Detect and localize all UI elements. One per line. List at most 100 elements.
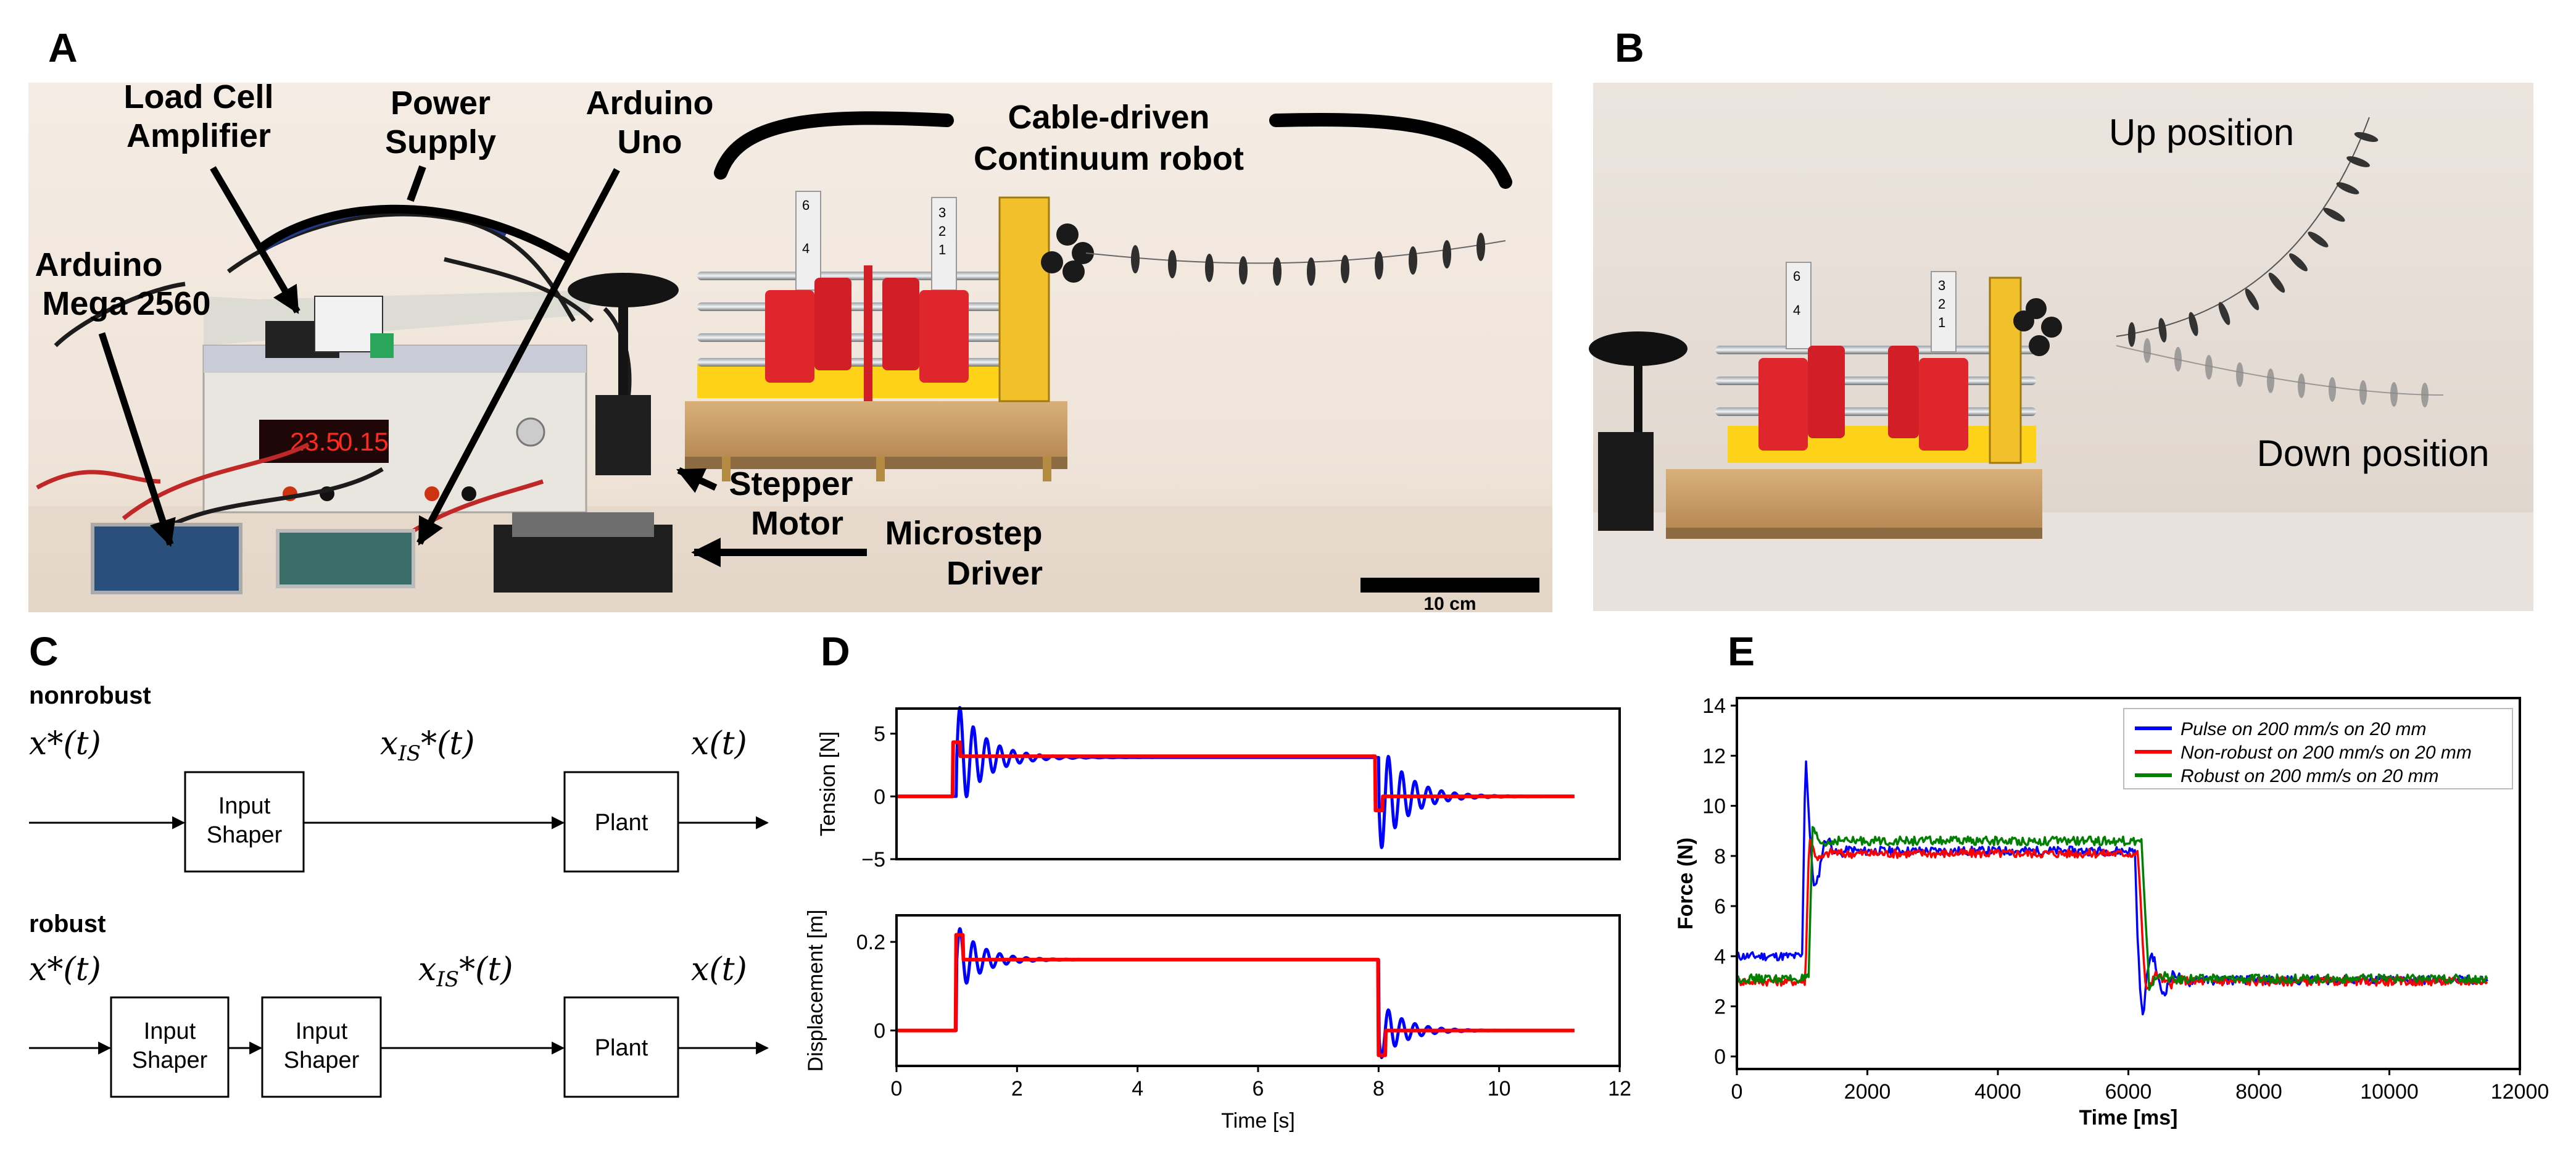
series-line-red [895, 740, 1576, 813]
chart-tension: −5 0 5 Tension [N] [816, 705, 1621, 872]
block-label: Input [144, 1018, 196, 1044]
robot-assembly-a: 6 4 3 2 1 [685, 191, 1094, 481]
label-amplifier: Amplifier [126, 117, 271, 154]
y-tick-label: 12 [1702, 744, 1726, 768]
block-label: Input [296, 1018, 348, 1044]
y-tick-label: 8 [1714, 845, 1726, 868]
chart-force: 0 2 4 6 8 10 12 14 0 2000 4000 6000 8000 10000 12000 Fo… [1674, 694, 2549, 1129]
signal-input-label: x*(t) [29, 951, 101, 988]
label-robust: robust [29, 910, 106, 938]
label-stepper: Stepper [729, 465, 853, 502]
panel-a-pointers [98, 111, 1512, 567]
stepper-motor-body [595, 395, 651, 475]
y-tick-label: 5 [874, 723, 885, 746]
panel-letter-a: A [48, 25, 78, 70]
series-line-blue [1736, 760, 2488, 1016]
panel-d: D −5 0 5 Tension [N] 0 0.2 0 2 4 6 8 10 12 Displacem… [804, 628, 1631, 1133]
y-tick-label: 2 [1714, 995, 1726, 1018]
y-tick-label: −5 [861, 848, 885, 872]
weight-tag-label: 3 [1938, 278, 1945, 293]
label-up-position: Up position [2109, 112, 2294, 153]
block-label: Shaper [132, 1047, 208, 1073]
label-motor: Motor [751, 505, 843, 542]
bracket-left [714, 111, 954, 180]
psu-voltage-readout: 23.5 [290, 427, 341, 456]
plot-frame [1736, 697, 2521, 1070]
panel-letter-c: C [29, 628, 59, 674]
weight-tag-label: 2 [1938, 296, 1945, 312]
label-microstep: Microstep [885, 515, 1042, 552]
block-label: Plant [595, 810, 648, 836]
weight-tag-label: 4 [802, 241, 810, 256]
label-power: Power [391, 85, 491, 122]
scale-bar-label: 10 cm [1423, 594, 1476, 614]
panel-letter-d: D [821, 628, 850, 674]
scale-bar [1360, 578, 1539, 593]
robust-plant-block [563, 996, 679, 1098]
legend-label: Pulse on 200 mm/s on 20 mm [2180, 719, 2427, 739]
label-supply: Supply [385, 123, 496, 160]
y-tick-label: 14 [1702, 694, 1726, 718]
nonrobust-diagram: x*(t) xIS*(t) x(t) [29, 725, 747, 766]
weight-tag-label: 3 [938, 205, 946, 220]
panel-letter-b: B [1615, 25, 1644, 70]
y-tick-label: 0.2 [856, 931, 885, 954]
x-tick-label: 12 [1608, 1077, 1631, 1100]
x-tick-label: 4000 [1974, 1080, 2021, 1104]
label-driver: Driver [946, 555, 1043, 592]
psu-knob [516, 417, 545, 447]
psu-terminal [462, 486, 476, 501]
bracket-right [1269, 112, 1512, 189]
block-label: Shaper [207, 822, 283, 848]
y-axis-label: Displacement [m] [804, 910, 827, 1072]
series-line-green [1736, 826, 2488, 991]
y-tick-label: 4 [1714, 945, 1726, 968]
robust-input-shaper-2 [261, 996, 382, 1098]
series-line-blue [895, 927, 1576, 1059]
weight-tag-label: 4 [1793, 302, 1800, 318]
x-tick-label: 0 [891, 1077, 903, 1100]
weight-tag-label: 2 [938, 223, 946, 239]
arrow-load-cell [210, 166, 300, 314]
signal-input-label: x*(t) [29, 725, 101, 762]
label-down-position: Down position [2257, 433, 2490, 474]
signal-output-label: x(t) [691, 951, 747, 988]
plot-frame [895, 707, 1621, 860]
nonrobust-input-shaper-block [184, 771, 305, 873]
block-label: Input [218, 793, 271, 819]
arrow-arduino-mega [98, 332, 176, 547]
label-uno: Uno [618, 123, 682, 160]
y-tick-label: 0 [874, 785, 885, 809]
block-label: Shaper [284, 1047, 360, 1073]
y-tick-label: 6 [1714, 895, 1726, 918]
x-tick-label: 0 [1731, 1080, 1743, 1104]
arrow-stepper [676, 467, 718, 493]
series-line-red [895, 933, 1576, 1057]
label-arduino-mega: Arduino [35, 246, 163, 283]
panel-a-labels: Load Cell Amplifier Power Supply Arduino… [35, 78, 1244, 592]
signal-shaped-label: xIS*(t) [418, 951, 513, 992]
arrow-arduino-uno [416, 168, 620, 546]
continuum-disks-a [1131, 233, 1485, 286]
x-tick-label: 2 [1011, 1077, 1023, 1100]
x-axis-label: Time [ms] [2079, 1106, 2178, 1129]
weight-tag-label: 1 [938, 242, 946, 257]
robot-assembly-b: 6 4 3 2 1 [1589, 262, 2062, 539]
robust-diagram: x*(t) xIS*(t) x(t) [29, 951, 747, 992]
panel-b: B 6 4 3 2 1 [1589, 25, 2533, 611]
plot-frame [895, 914, 1621, 1067]
nonrobust-plant-block [563, 771, 679, 873]
bracket-power-supply [259, 204, 573, 264]
continuum-disks-down [2143, 338, 2429, 407]
amplifier-terminal [370, 333, 394, 358]
pointer-power-supply [407, 165, 426, 202]
legend: Pulse on 200 mm/s on 20 mm Non-robust on … [2123, 708, 2513, 789]
x-tick-label: 10000 [2360, 1080, 2419, 1104]
legend-label: Robust on 200 mm/s on 20 mm [2180, 766, 2439, 786]
panel-c: C nonrobust robust x*(t) xIS*(t) x(t) In… [29, 628, 769, 1098]
psu-terminal [425, 486, 439, 501]
weight-tag-label: 6 [1793, 268, 1800, 284]
x-tick-label: 4 [1132, 1077, 1143, 1100]
y-axis-label: Tension [N] [816, 731, 840, 836]
